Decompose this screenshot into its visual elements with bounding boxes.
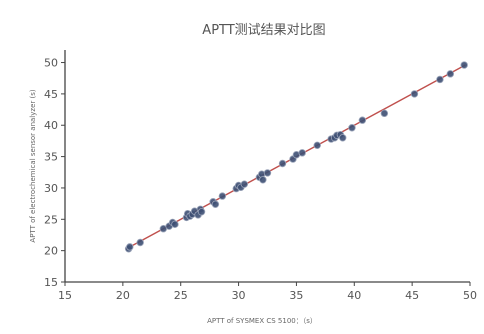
data-point — [259, 176, 267, 184]
data-point — [460, 61, 468, 69]
x-tick-label: 50 — [463, 289, 477, 302]
y-tick-label: 35 — [44, 151, 58, 164]
y-axis-title: APTT of electrochemical sensor analyzer … — [29, 89, 37, 242]
data-point — [298, 149, 306, 157]
axes: 15 20 25 30 35 40 45 50 15 20 25 30 35 40 45 50 — [44, 50, 477, 302]
y-tick-label: 15 — [44, 276, 58, 289]
x-tick-label: 15 — [58, 289, 72, 302]
data-point — [211, 200, 220, 208]
data-point — [197, 208, 206, 216]
chart-title: APTT测试结果对比图 — [202, 23, 325, 38]
data-point — [136, 238, 144, 247]
x-tick-label: 35 — [289, 289, 303, 302]
data-point — [240, 180, 249, 188]
data-point — [263, 169, 272, 177]
y-tick-label: 30 — [44, 182, 58, 195]
x-tick-label: 20 — [116, 289, 130, 302]
y-tick-label: 50 — [44, 57, 58, 70]
x-tick-label: 45 — [405, 289, 419, 302]
x-tick-label: 25 — [174, 289, 188, 302]
data-point — [358, 116, 367, 124]
x-tick-label: 30 — [232, 289, 246, 302]
data-point — [380, 109, 389, 118]
data-point — [339, 134, 347, 142]
x-tick-label: 40 — [347, 289, 361, 302]
data-points — [124, 61, 468, 253]
data-point — [313, 141, 321, 150]
data-point — [348, 124, 356, 132]
data-point — [218, 192, 227, 200]
data-point — [410, 90, 419, 98]
y-tick-label: 40 — [44, 119, 58, 132]
data-point — [171, 220, 179, 229]
data-point — [446, 70, 455, 78]
x-axis-title: APTT of SYSMEX CS 5100：（s） — [207, 317, 317, 325]
data-point — [126, 243, 134, 251]
y-tick-label: 45 — [44, 88, 58, 101]
data-point — [436, 75, 444, 84]
y-tick-label: 20 — [44, 245, 58, 258]
y-tick-label: 25 — [44, 213, 58, 226]
data-point — [278, 159, 287, 168]
